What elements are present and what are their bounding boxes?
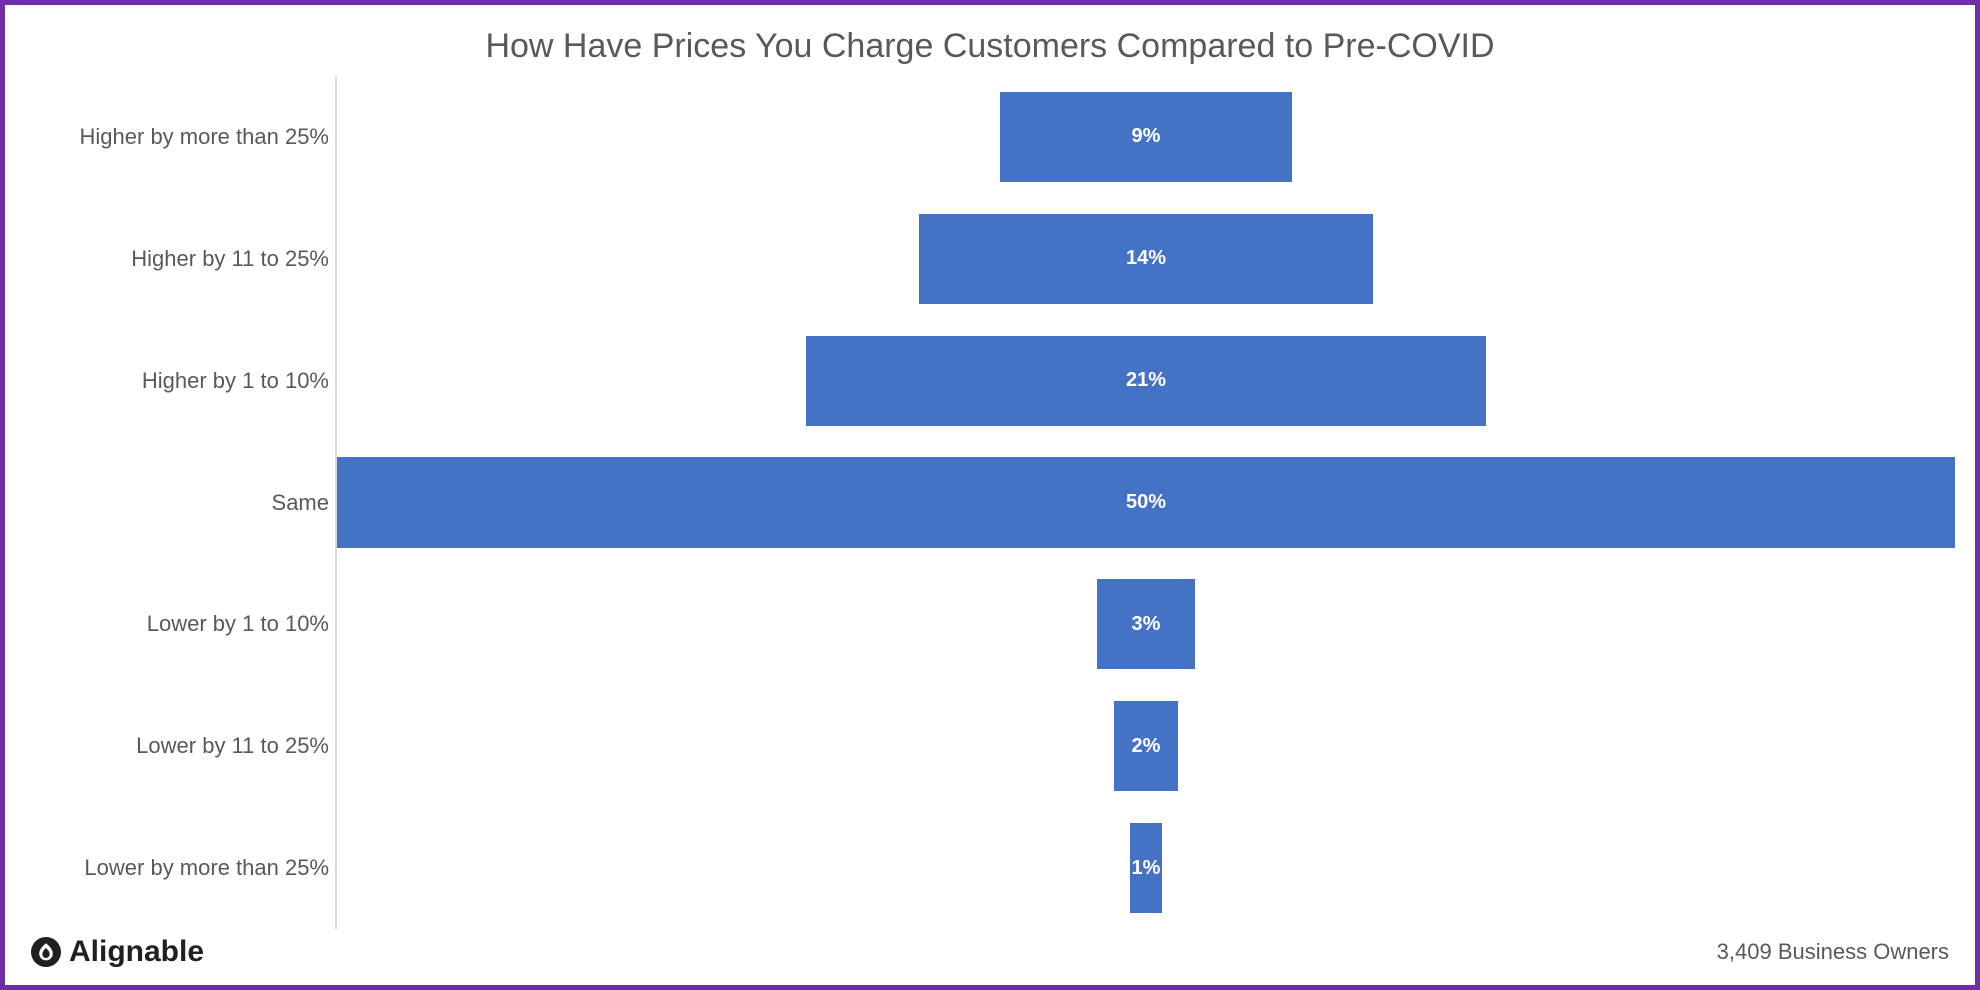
brand-logo-icon <box>31 937 61 967</box>
category-label: Lower by 1 to 10% <box>25 563 329 685</box>
bar: 21% <box>806 336 1486 426</box>
chart-frame: How Have Prices You Charge Customers Com… <box>0 0 1980 990</box>
chart-plot: Higher by more than 25%Higher by 11 to 2… <box>25 76 1955 929</box>
category-label: Higher by 1 to 10% <box>25 320 329 442</box>
bar-row: 21% <box>337 320 1955 442</box>
bar-value-label: 3% <box>1132 613 1161 636</box>
bar-value-label: 50% <box>1126 491 1166 514</box>
bar-row: 9% <box>337 76 1955 198</box>
bar-value-label: 1% <box>1132 857 1161 880</box>
chart-title: How Have Prices You Charge Customers Com… <box>25 27 1955 66</box>
brand: Alignable <box>31 935 204 969</box>
bar-row: 50% <box>337 442 1955 564</box>
brand-name: Alignable <box>69 935 204 969</box>
bar: 9% <box>1000 92 1291 182</box>
bar-area: 9% 14% 21% 50% 3% 2% 1% <box>337 76 1955 929</box>
category-label: Higher by more than 25% <box>25 76 329 198</box>
bar: 3% <box>1097 579 1194 669</box>
bar: 14% <box>919 214 1372 304</box>
bar: 50% <box>337 457 1955 547</box>
chart-footer: Alignable 3,409 Business Owners <box>25 929 1955 971</box>
category-label: Higher by 11 to 25% <box>25 198 329 320</box>
bar-row: 1% <box>337 807 1955 929</box>
y-axis-labels: Higher by more than 25%Higher by 11 to 2… <box>25 76 335 929</box>
category-label: Lower by more than 25% <box>25 807 329 929</box>
bar-value-label: 9% <box>1132 125 1161 148</box>
bar-row: 2% <box>337 685 1955 807</box>
bar-value-label: 21% <box>1126 369 1166 392</box>
bar-value-label: 14% <box>1126 247 1166 270</box>
category-label: Lower by 11 to 25% <box>25 685 329 807</box>
category-label: Same <box>25 442 329 564</box>
bar-row: 3% <box>337 563 1955 685</box>
bar: 2% <box>1114 701 1179 791</box>
bar-value-label: 2% <box>1132 735 1161 758</box>
bar-row: 14% <box>337 198 1955 320</box>
bar: 1% <box>1130 823 1162 913</box>
sample-size-note: 3,409 Business Owners <box>1717 939 1949 965</box>
